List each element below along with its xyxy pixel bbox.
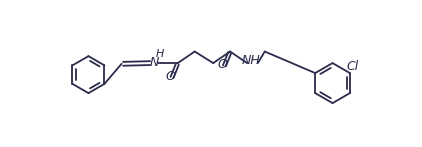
Text: O: O [165,70,175,83]
Text: NH: NH [241,54,260,67]
Text: N: N [150,56,160,69]
Text: Cl: Cl [346,60,358,73]
Text: H: H [156,49,164,59]
Text: O: O [217,58,227,71]
